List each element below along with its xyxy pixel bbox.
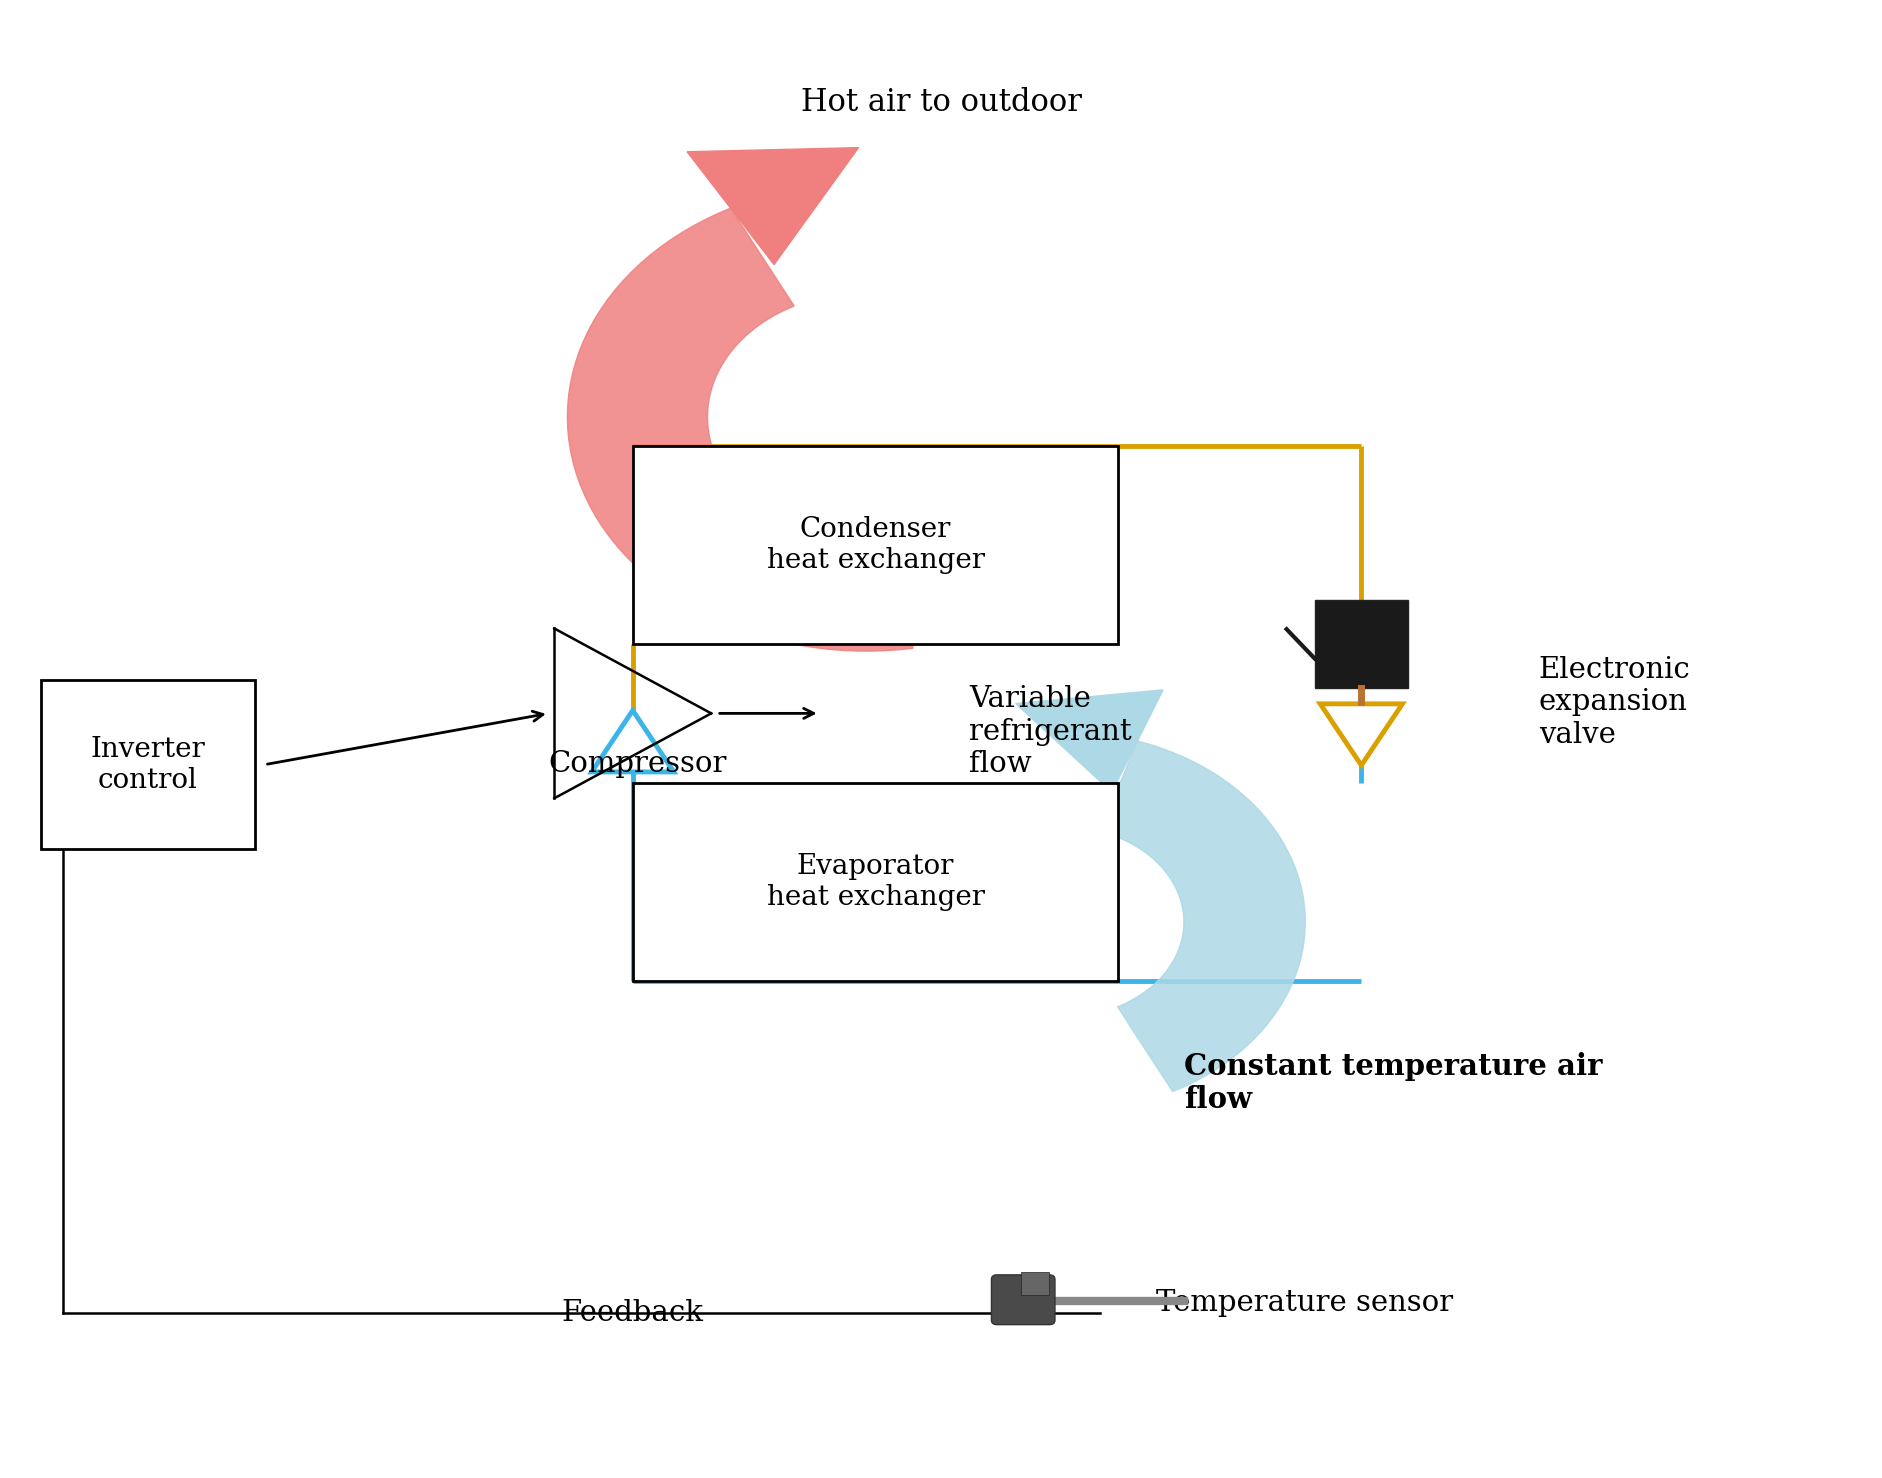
Polygon shape	[566, 208, 913, 652]
Bar	[632, 783, 1118, 980]
Bar	[41, 680, 256, 848]
Bar	[1022, 1273, 1050, 1295]
Text: Compressor: Compressor	[550, 749, 726, 777]
Polygon shape	[687, 148, 858, 265]
Text: Variable
refrigerant
flow: Variable refrigerant flow	[969, 686, 1131, 777]
Text: Electronic
expansion
valve: Electronic expansion valve	[1539, 656, 1690, 749]
Bar	[1316, 600, 1408, 687]
Bar	[632, 446, 1118, 644]
Text: Hot air to outdoor: Hot air to outdoor	[800, 87, 1082, 118]
Text: Condenser
heat exchanger: Condenser heat exchanger	[766, 516, 984, 573]
Text: Inverter
control: Inverter control	[90, 736, 205, 794]
Polygon shape	[1321, 704, 1402, 766]
Text: Temperature sensor: Temperature sensor	[1156, 1289, 1453, 1317]
FancyBboxPatch shape	[992, 1276, 1056, 1324]
Polygon shape	[591, 711, 674, 772]
Text: Constant temperature air
flow: Constant temperature air flow	[1184, 1052, 1602, 1114]
Polygon shape	[1099, 740, 1306, 1092]
Text: Evaporator
heat exchanger: Evaporator heat exchanger	[766, 853, 984, 910]
Text: Feedback: Feedback	[561, 1299, 704, 1327]
Polygon shape	[1016, 690, 1163, 792]
